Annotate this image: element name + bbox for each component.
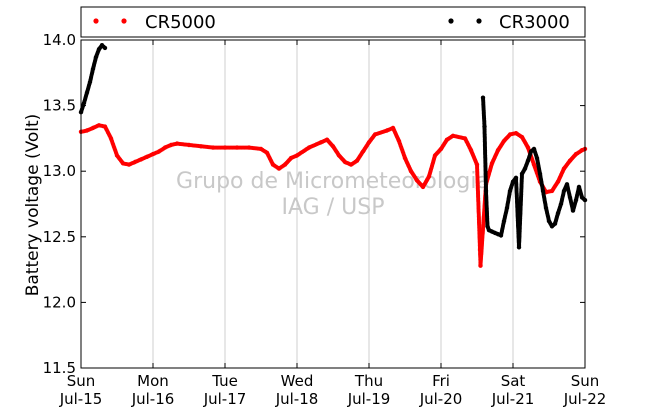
y-tick-label: 11.5: [43, 359, 76, 377]
series-cr5000: [78, 123, 588, 268]
legend-label-cr5000: CR5000: [145, 12, 216, 33]
grid-lines: [152, 40, 514, 368]
watermark-line-1: Grupo de Micrometeorologia: [176, 169, 490, 194]
y-tick-label: 13.0: [43, 162, 76, 180]
legend-marker-cr5000: [93, 18, 127, 24]
legend-label-cr3000: CR3000: [499, 12, 570, 33]
legend-marker-cr3000: [448, 18, 482, 24]
x-tick-label-date: Jul-16: [131, 390, 175, 408]
x-tick-label-date: Jul-20: [419, 390, 463, 408]
y-tick-label: 13.5: [43, 97, 76, 115]
legend: CR5000 CR3000: [80, 6, 586, 38]
x-tick-label-date: Jul-18: [275, 390, 319, 408]
x-tick-label-day: Thu: [354, 372, 383, 390]
x-tick-label-day: Sun: [571, 372, 600, 390]
x-tick-label-date: Jul-17: [203, 390, 247, 408]
y-axis-label: Battery voltage (Volt): [23, 114, 43, 297]
x-tick-label-day: Sat: [501, 372, 526, 390]
series-layer: [78, 43, 588, 268]
x-tick-label-day: Mon: [137, 372, 169, 390]
x-tick-label-day: Wed: [281, 372, 314, 390]
plot-frame: [80, 39, 586, 369]
x-tick-label-date: Jul-19: [347, 390, 391, 408]
y-tick-label: 12.0: [43, 293, 76, 311]
data-point: [102, 45, 108, 51]
x-tick-label-date: Jul-22: [563, 390, 607, 408]
x-tick-label-date: Jul-15: [59, 390, 103, 408]
x-tick-label-day: Tue: [211, 372, 238, 390]
y-tick-label: 12.5: [43, 228, 76, 246]
x-tick-label-day: Sun: [67, 372, 96, 390]
y-tick-label: 14.0: [43, 31, 76, 49]
x-tick-label-date: Jul-21: [491, 390, 535, 408]
legend-frame: [80, 6, 586, 38]
series-cr3000: [78, 43, 588, 250]
x-tick-label-day: Fri: [432, 372, 450, 390]
y-axis: 11.5 12.0 12.5 13.0 13.5 14.0: [43, 31, 585, 377]
watermark-line-2: IAG / USP: [282, 195, 385, 220]
x-axis: SunJul-15MonJul-16TueJul-17WedJul-18ThuJ…: [59, 40, 607, 408]
